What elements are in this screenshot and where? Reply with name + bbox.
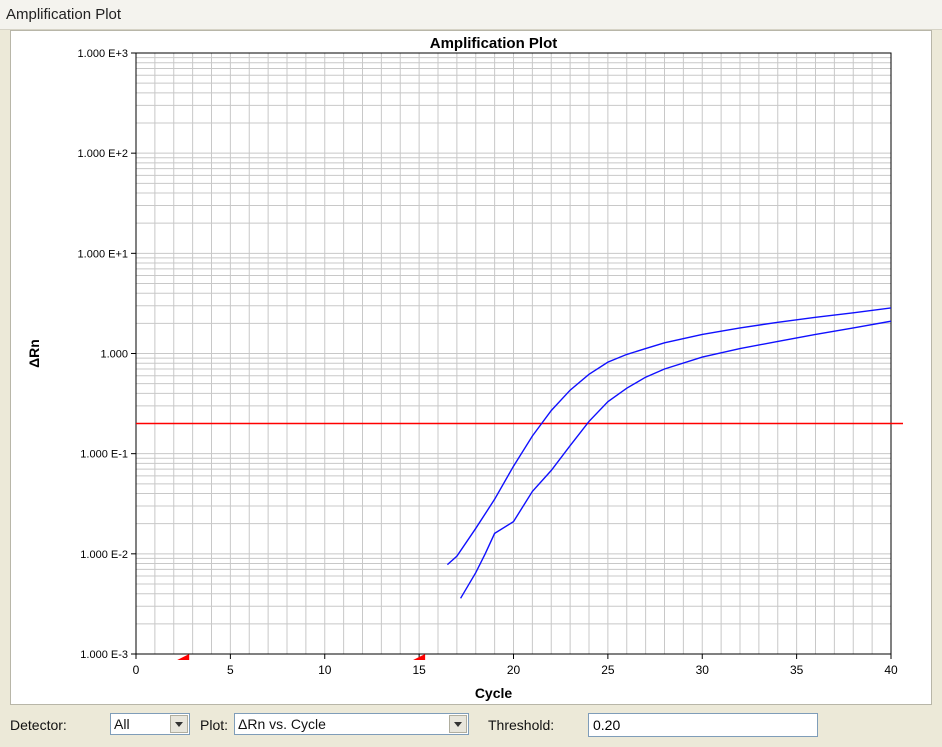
baseline-marker-icon xyxy=(413,654,426,660)
x-tick-label: 40 xyxy=(884,663,898,677)
control-bar: Detector: All Plot: ΔRn vs. Cycle Thresh… xyxy=(0,705,942,747)
x-axis-label: Cycle xyxy=(475,685,513,701)
amplification-curve-2 xyxy=(459,320,892,599)
detector-value: All xyxy=(114,716,130,732)
amplification-curve-1 xyxy=(446,307,892,566)
window-title: Amplification Plot xyxy=(0,0,942,30)
x-tick-label: 30 xyxy=(696,663,710,677)
y-tick-label: 1.000 E+1 xyxy=(78,248,128,260)
x-tick-label: 10 xyxy=(318,663,332,677)
y-tick-label: 1.000 E-1 xyxy=(80,449,128,461)
x-tick-label: 15 xyxy=(412,663,426,677)
chevron-down-icon xyxy=(454,721,462,727)
threshold-label: Threshold: xyxy=(488,717,555,733)
y-tick-label: 1.000 E+3 xyxy=(78,48,128,60)
x-tick-label: 35 xyxy=(790,663,804,677)
x-tick-label: 5 xyxy=(227,663,234,677)
x-tick-label: 0 xyxy=(133,663,140,677)
y-tick-label: 1.000 E+2 xyxy=(78,148,128,160)
amplification-chart: 1.000 E-3 1.000 E-2 1.000 E-1 1.000 1.000 E+… xyxy=(26,35,903,701)
x-tick-label: 25 xyxy=(601,663,615,677)
y-tick-label: 1.000 xyxy=(100,349,128,361)
detector-select[interactable]: All xyxy=(110,713,190,735)
baseline-marker-icon xyxy=(177,654,190,660)
threshold-input[interactable] xyxy=(588,713,818,737)
chart-title: Amplification Plot xyxy=(430,35,558,52)
x-tick-label: 20 xyxy=(507,663,521,677)
plot-area: 1.000 E-3 1.000 E-2 1.000 E-1 1.000 1.000 E+… xyxy=(10,30,932,705)
y-axis-label: ΔRn xyxy=(26,339,42,368)
y-tick-label: 1.000 E-3 xyxy=(80,649,128,661)
plot-select[interactable]: ΔRn vs. Cycle xyxy=(234,713,469,735)
plot-value: ΔRn vs. Cycle xyxy=(238,716,326,732)
plot-dropdown-button[interactable] xyxy=(449,715,467,733)
detector-dropdown-button[interactable] xyxy=(170,715,188,733)
y-tick-label: 1.000 E-2 xyxy=(80,549,128,561)
chevron-down-icon xyxy=(175,721,183,727)
plot-label: Plot: xyxy=(200,717,229,733)
detector-label: Detector: xyxy=(10,717,67,733)
